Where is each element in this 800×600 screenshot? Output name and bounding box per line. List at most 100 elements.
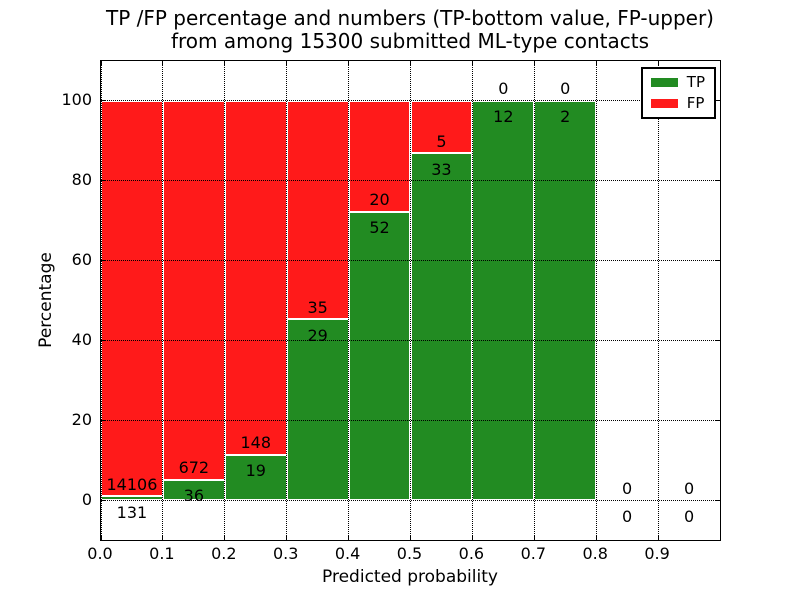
y-tick-label: 40 <box>71 329 92 349</box>
gridline-x <box>348 61 350 540</box>
tp-count-label: 0 <box>683 506 695 526</box>
gridline-y <box>101 100 720 102</box>
x-tick-label: 0.9 <box>644 544 670 563</box>
x-axis-label: Predicted probability <box>322 567 498 587</box>
y-tick-mark <box>101 419 106 421</box>
x-tick-mark <box>410 535 411 540</box>
y-tick-mark <box>715 419 720 421</box>
bar-segment-fp <box>101 100 163 497</box>
fp-count-label: 0 <box>622 478 633 498</box>
tp-count-label: 52 <box>369 218 390 238</box>
bar-segment-fp <box>286 100 349 320</box>
bar-segment-fp <box>348 100 411 212</box>
x-tick-mark <box>533 535 535 540</box>
plot-area: 14106 131 672 36 148 19 35 29 20 52 5 33 0 12 0 2 0 0 0 0 T… <box>100 60 721 541</box>
x-tick-mark <box>286 535 288 540</box>
x-tick-mark <box>348 535 350 540</box>
fp-legend-swatch <box>650 99 678 108</box>
gridline-x <box>533 61 535 540</box>
x-tick-mark <box>100 535 102 540</box>
x-tick-mark <box>471 61 473 66</box>
y-tick-label: 80 <box>71 170 92 190</box>
bar-segment-tp <box>534 100 597 501</box>
x-tick-mark <box>657 535 659 540</box>
fp-count-label: 0 <box>560 79 571 99</box>
gridline-x <box>286 61 288 540</box>
tp-count-label: 2 <box>560 107 571 127</box>
x-tick-label: 0.1 <box>149 544 175 563</box>
x-tick-label: 0.4 <box>334 544 361 563</box>
x-tick-mark <box>410 61 411 66</box>
gridline-x <box>100 61 102 540</box>
x-tick-label: 0.3 <box>272 544 299 563</box>
tp-count-label: 29 <box>307 325 328 345</box>
y-tick-label: 0 <box>81 489 92 509</box>
y-tick-mark <box>715 339 720 341</box>
legend: TP FP <box>640 67 716 119</box>
tp-count-label: 0 <box>622 506 633 526</box>
chart-title-line2: from among 15300 submitted ML-type conta… <box>170 29 650 53</box>
gridline-x <box>224 61 226 540</box>
legend-item-fp: FP <box>650 95 705 112</box>
x-tick-label: 0.6 <box>458 544 485 563</box>
x-tick-mark <box>224 61 226 66</box>
x-tick-mark <box>348 61 350 66</box>
bar-segment-fp <box>224 100 287 455</box>
y-tick-mark <box>101 180 106 182</box>
fp-count-label: 14106 <box>106 474 158 494</box>
bar-segment-fp <box>162 100 225 480</box>
tp-legend-label: TP <box>686 73 705 91</box>
y-tick-mark <box>101 339 106 341</box>
x-tick-label: 0.2 <box>211 544 237 563</box>
gridline-x <box>657 61 659 540</box>
y-tick-mark <box>715 260 720 262</box>
gridline-y <box>101 339 720 341</box>
y-tick-label: 20 <box>71 409 92 429</box>
tp-count-label: 33 <box>431 159 452 179</box>
fp-count-label: 5 <box>436 131 447 151</box>
gridline-y <box>101 260 720 262</box>
y-tick-label: 60 <box>71 250 92 270</box>
gridline-x <box>471 61 473 540</box>
y-tick-mark <box>101 260 106 262</box>
x-tick-label: 0.0 <box>87 544 113 563</box>
gridline-x <box>162 61 164 540</box>
fp-count-label: 0 <box>683 478 695 498</box>
x-tick-mark <box>595 61 597 66</box>
y-tick-mark <box>715 180 720 182</box>
tp-count-label: 131 <box>116 502 148 522</box>
tp-count-label: 12 <box>493 107 514 127</box>
gridline-y <box>101 419 720 421</box>
tp-count-label: 36 <box>183 486 205 506</box>
x-tick-mark <box>162 535 164 540</box>
x-tick-mark <box>471 535 473 540</box>
y-tick-mark <box>715 100 720 102</box>
x-tick-mark <box>657 61 659 66</box>
y-tick-mark <box>101 100 106 102</box>
chart-title-line1: TP /FP percentage and numbers (TP-bottom… <box>106 6 714 30</box>
x-tick-mark <box>100 61 102 66</box>
x-tick-label: 0.8 <box>582 544 608 563</box>
gridline-x <box>410 61 411 540</box>
bar-segment-tp <box>348 211 411 501</box>
chart-title: TP /FP percentage and numbers (TP-bottom… <box>100 7 720 53</box>
fp-count-label: 148 <box>240 433 272 453</box>
y-tick-mark <box>101 499 106 501</box>
y-tick-mark <box>715 499 720 501</box>
gridline-y <box>101 180 720 182</box>
legend-item-tp: TP <box>650 73 705 91</box>
gridline-x <box>595 61 597 540</box>
x-tick-mark <box>162 61 164 66</box>
y-tick-label: 100 <box>61 90 92 110</box>
x-tick-mark <box>533 61 535 66</box>
x-tick-mark <box>595 535 597 540</box>
x-tick-mark <box>224 535 226 540</box>
fp-count-label: 672 <box>178 458 210 478</box>
x-tick-label: 0.5 <box>396 544 423 563</box>
tp-count-label: 19 <box>245 461 266 481</box>
fp-count-label: 0 <box>498 79 509 99</box>
x-tick-label: 0.7 <box>520 544 547 563</box>
gridline-y <box>101 499 720 501</box>
x-tick-mark <box>286 61 288 66</box>
